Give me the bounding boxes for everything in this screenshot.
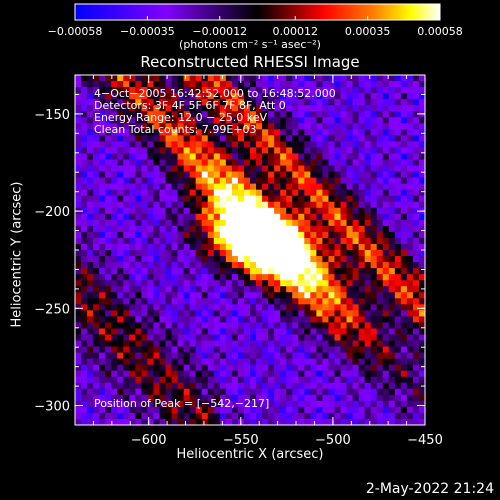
info-time-range: 4−Oct−2005 16:42:52.000 to 16:48:52.000 xyxy=(94,87,336,100)
heatmap-image xyxy=(75,75,425,425)
y-tick-label: −300 xyxy=(34,400,70,415)
colorbar-tick-label: 0.00012 xyxy=(273,25,319,38)
colorbar-ticks: −0.00058 −0.00035 −0.00012 0.00012 0.00035 0.… xyxy=(48,16,463,38)
colorbar-tick-label: −0.00058 xyxy=(48,25,103,38)
axis-ticks: −600 −550 −500 −450 −300 −250 −200 −150 xyxy=(34,74,443,448)
y-tick-label: −250 xyxy=(34,302,70,317)
info-energy-range: Energy Range: 12.0 − 25.0 keV xyxy=(94,111,268,124)
y-tick-label: −150 xyxy=(34,108,70,123)
chart-title: Reconstructed RHESSI Image xyxy=(140,53,360,71)
colorbar-units-label: (photons cm⁻² s⁻¹ asec⁻²) xyxy=(179,38,321,51)
colorbar-tick-label: −0.00035 xyxy=(120,25,175,38)
colorbar-tick-label: 0.00035 xyxy=(345,25,391,38)
info-detectors: Detectors: 3F 4F 5F 6F 7F 8F, Att 0 xyxy=(94,99,286,112)
x-tick-label: −600 xyxy=(131,433,167,448)
y-tick-label: −200 xyxy=(34,205,70,220)
x-tick-label: −500 xyxy=(315,433,351,448)
x-axis-label: Heliocentric X (arcsec) xyxy=(176,447,324,462)
info-total-counts: Clean Total counts: 7.99E+03 xyxy=(94,123,257,136)
x-tick-label: −550 xyxy=(223,433,259,448)
y-axis-label: Heliocentric Y (arcsec) xyxy=(9,181,25,328)
x-tick-label: −450 xyxy=(407,433,443,448)
colorbar-tick-label: −0.00012 xyxy=(192,25,247,38)
timestamp: 2-May-2022 21:24 xyxy=(365,481,494,497)
colorbar xyxy=(74,3,441,21)
peak-position-label: Position of Peak = [−542,−217] xyxy=(94,397,270,410)
colorbar-tick-label: 0.00058 xyxy=(417,25,463,38)
